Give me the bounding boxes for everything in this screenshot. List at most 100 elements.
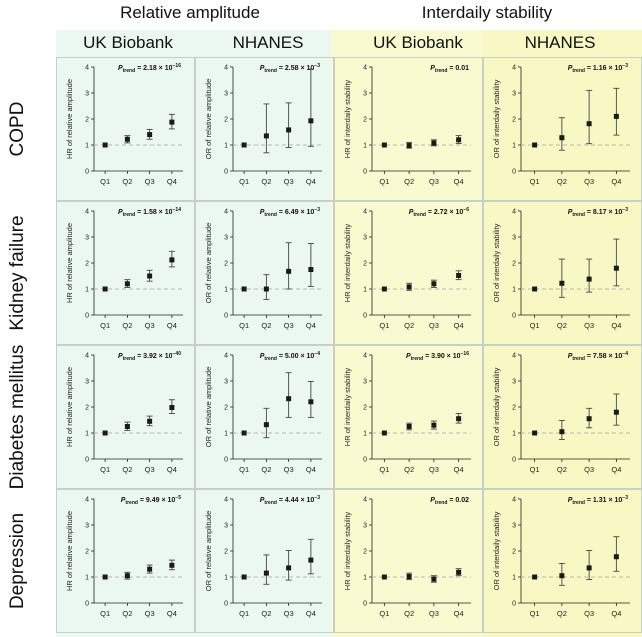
point-estimate-q3 — [147, 132, 153, 138]
x-tick-label-q2: Q2 — [122, 177, 132, 186]
y-tick-label: 3 — [363, 523, 367, 530]
point-estimate-q4 — [308, 267, 314, 272]
y-tick-label: 4 — [363, 497, 367, 504]
point-estimate-q4 — [613, 265, 619, 271]
y-tick-label: 3 — [85, 91, 89, 98]
y-tick-label: 1 — [363, 431, 367, 438]
relative-amplitude-background — [56, 0, 331, 637]
point-estimate-q2 — [263, 422, 269, 428]
x-tick-label-q4: Q4 — [454, 321, 464, 330]
y-tick-label: 2 — [224, 549, 228, 556]
y-axis-label: HR of interdaily stability — [343, 80, 352, 159]
point-estimate-q4 — [456, 272, 462, 278]
x-tick-label-q1: Q1 — [100, 321, 110, 330]
y-tick-label: 0 — [512, 169, 516, 176]
x-tick-label-q1: Q1 — [100, 609, 110, 618]
y-tick-label: 1 — [512, 143, 516, 150]
point-estimate-q2 — [263, 133, 269, 139]
panel-kidney-failure-2: 0 1 2 3 4 OR of relative amplitude Q1 Q2 Q3 Q4 Ptr… — [195, 201, 334, 345]
y-tick-label: 0 — [363, 169, 367, 176]
y-tick-label: 0 — [85, 313, 89, 320]
y-tick-label: 3 — [224, 235, 228, 242]
x-tick-label-q3: Q3 — [145, 609, 155, 618]
x-tick-label-q2: Q2 — [261, 177, 271, 186]
p-trend-label: Ptrend = 1.31 × 10−3 — [568, 495, 628, 506]
point-estimate-q2 — [406, 424, 412, 429]
column-header-nhanes-ra: NHANES — [233, 33, 304, 52]
x-tick-label-q4: Q4 — [306, 321, 316, 330]
panel-diabetes-mellitus-2: 0 1 2 3 4 OR of relative amplitude Q1 Q2 Q3 Q4 Ptr… — [195, 345, 334, 489]
panel-grid: 0 1 2 3 4 HR of relative amplitude Q1 Q2 Q3 Q4 Ptr… — [56, 57, 642, 633]
panel-depression-3: 0 1 2 3 4 HR of interdaily stability Q1 Q2 Q3 Q4 P… — [334, 489, 483, 633]
y-tick-label: 2 — [512, 549, 516, 556]
y-tick-label: 4 — [85, 209, 89, 216]
point-estimate-q1 — [102, 286, 108, 292]
point-estimate-q3 — [431, 422, 437, 428]
column-header-ukb-is: UK Biobank — [373, 33, 463, 52]
x-tick-label-q2: Q2 — [122, 465, 132, 474]
y-tick-label: 1 — [512, 431, 516, 438]
p-trend-label: Ptrend = 7.58 × 10−4 — [568, 351, 628, 362]
column-header-ukb-ra: UK Biobank — [83, 33, 173, 52]
x-tick-label-q3: Q3 — [429, 321, 439, 330]
y-axis-label: OR of relative amplitude — [204, 511, 213, 591]
x-tick-label-q4: Q4 — [167, 321, 177, 330]
x-tick-label-q2: Q2 — [122, 321, 132, 330]
point-estimate-q1 — [532, 286, 538, 292]
y-tick-label: 3 — [224, 379, 228, 386]
panel-border — [334, 489, 483, 633]
y-tick-label: 4 — [512, 65, 516, 72]
panel-copd-3: 0 1 2 3 4 HR of interdaily stability Q1 Q2 Q3 Q4 P… — [334, 57, 483, 201]
panel-copd-4: 0 1 2 3 4 OR of interdaily stability Q1 Q2 Q3 Q4 P… — [483, 57, 642, 201]
p-trend-label: Ptrend = 9.49 × 10−5 — [121, 495, 181, 506]
y-tick-label: 3 — [512, 235, 516, 242]
y-tick-label: 3 — [363, 379, 367, 386]
row-label-copd: COPD — [7, 102, 28, 157]
x-tick-label-q1: Q1 — [100, 177, 110, 186]
y-axis-label: OR of interdaily stability — [492, 511, 501, 590]
x-tick-label-q1: Q1 — [239, 321, 249, 330]
y-tick-label: 1 — [363, 143, 367, 150]
y-tick-label: 1 — [85, 287, 89, 294]
point-estimate-q2 — [406, 284, 412, 290]
x-tick-label-q1: Q1 — [239, 609, 249, 618]
panel-border — [56, 57, 195, 201]
point-estimate-q3 — [286, 565, 292, 571]
x-tick-label-q1: Q1 — [530, 177, 540, 186]
p-trend-label: Ptrend = 1.16 × 10−3 — [568, 63, 628, 74]
x-tick-label-q1: Q1 — [379, 177, 389, 186]
y-tick-label: 0 — [363, 457, 367, 464]
x-tick-label-q2: Q2 — [404, 609, 414, 618]
point-estimate-q4 — [169, 405, 175, 411]
y-tick-label: 2 — [512, 117, 516, 124]
y-tick-label: 3 — [85, 379, 89, 386]
y-tick-label: 0 — [85, 457, 89, 464]
y-tick-label: 0 — [363, 313, 367, 320]
panel-border — [195, 345, 334, 489]
y-tick-label: 1 — [363, 575, 367, 582]
panel-border — [195, 201, 334, 345]
panel-border — [56, 489, 195, 633]
y-axis-label: HR of interdaily stability — [343, 512, 352, 591]
point-estimate-q4 — [613, 554, 619, 560]
x-tick-label-q1: Q1 — [239, 177, 249, 186]
x-tick-label-q4: Q4 — [167, 609, 177, 618]
x-tick-label-q3: Q3 — [284, 609, 294, 618]
p-trend-label: Ptrend = 2.72 × 10−6 — [409, 207, 469, 218]
panel-depression-2: 0 1 2 3 4 OR of relative amplitude Q1 Q2 Q3 Q4 Ptr… — [195, 489, 334, 633]
row-label-depression: Depression — [7, 513, 28, 609]
y-tick-label: 4 — [512, 353, 516, 360]
y-tick-label: 4 — [224, 353, 228, 360]
x-tick-label-q3: Q3 — [584, 321, 594, 330]
point-estimate-q2 — [559, 429, 565, 435]
row-label-area — [0, 0, 56, 637]
x-tick-label-q3: Q3 — [429, 465, 439, 474]
column-header-nhanes-is: NHANES — [525, 33, 596, 52]
x-tick-label-q4: Q4 — [454, 465, 464, 474]
point-estimate-q1 — [532, 142, 538, 148]
point-estimate-q4 — [308, 118, 314, 124]
y-tick-label: 2 — [85, 549, 89, 556]
y-tick-label: 1 — [224, 143, 228, 150]
panel-border — [334, 201, 483, 345]
y-tick-label: 0 — [224, 313, 228, 320]
